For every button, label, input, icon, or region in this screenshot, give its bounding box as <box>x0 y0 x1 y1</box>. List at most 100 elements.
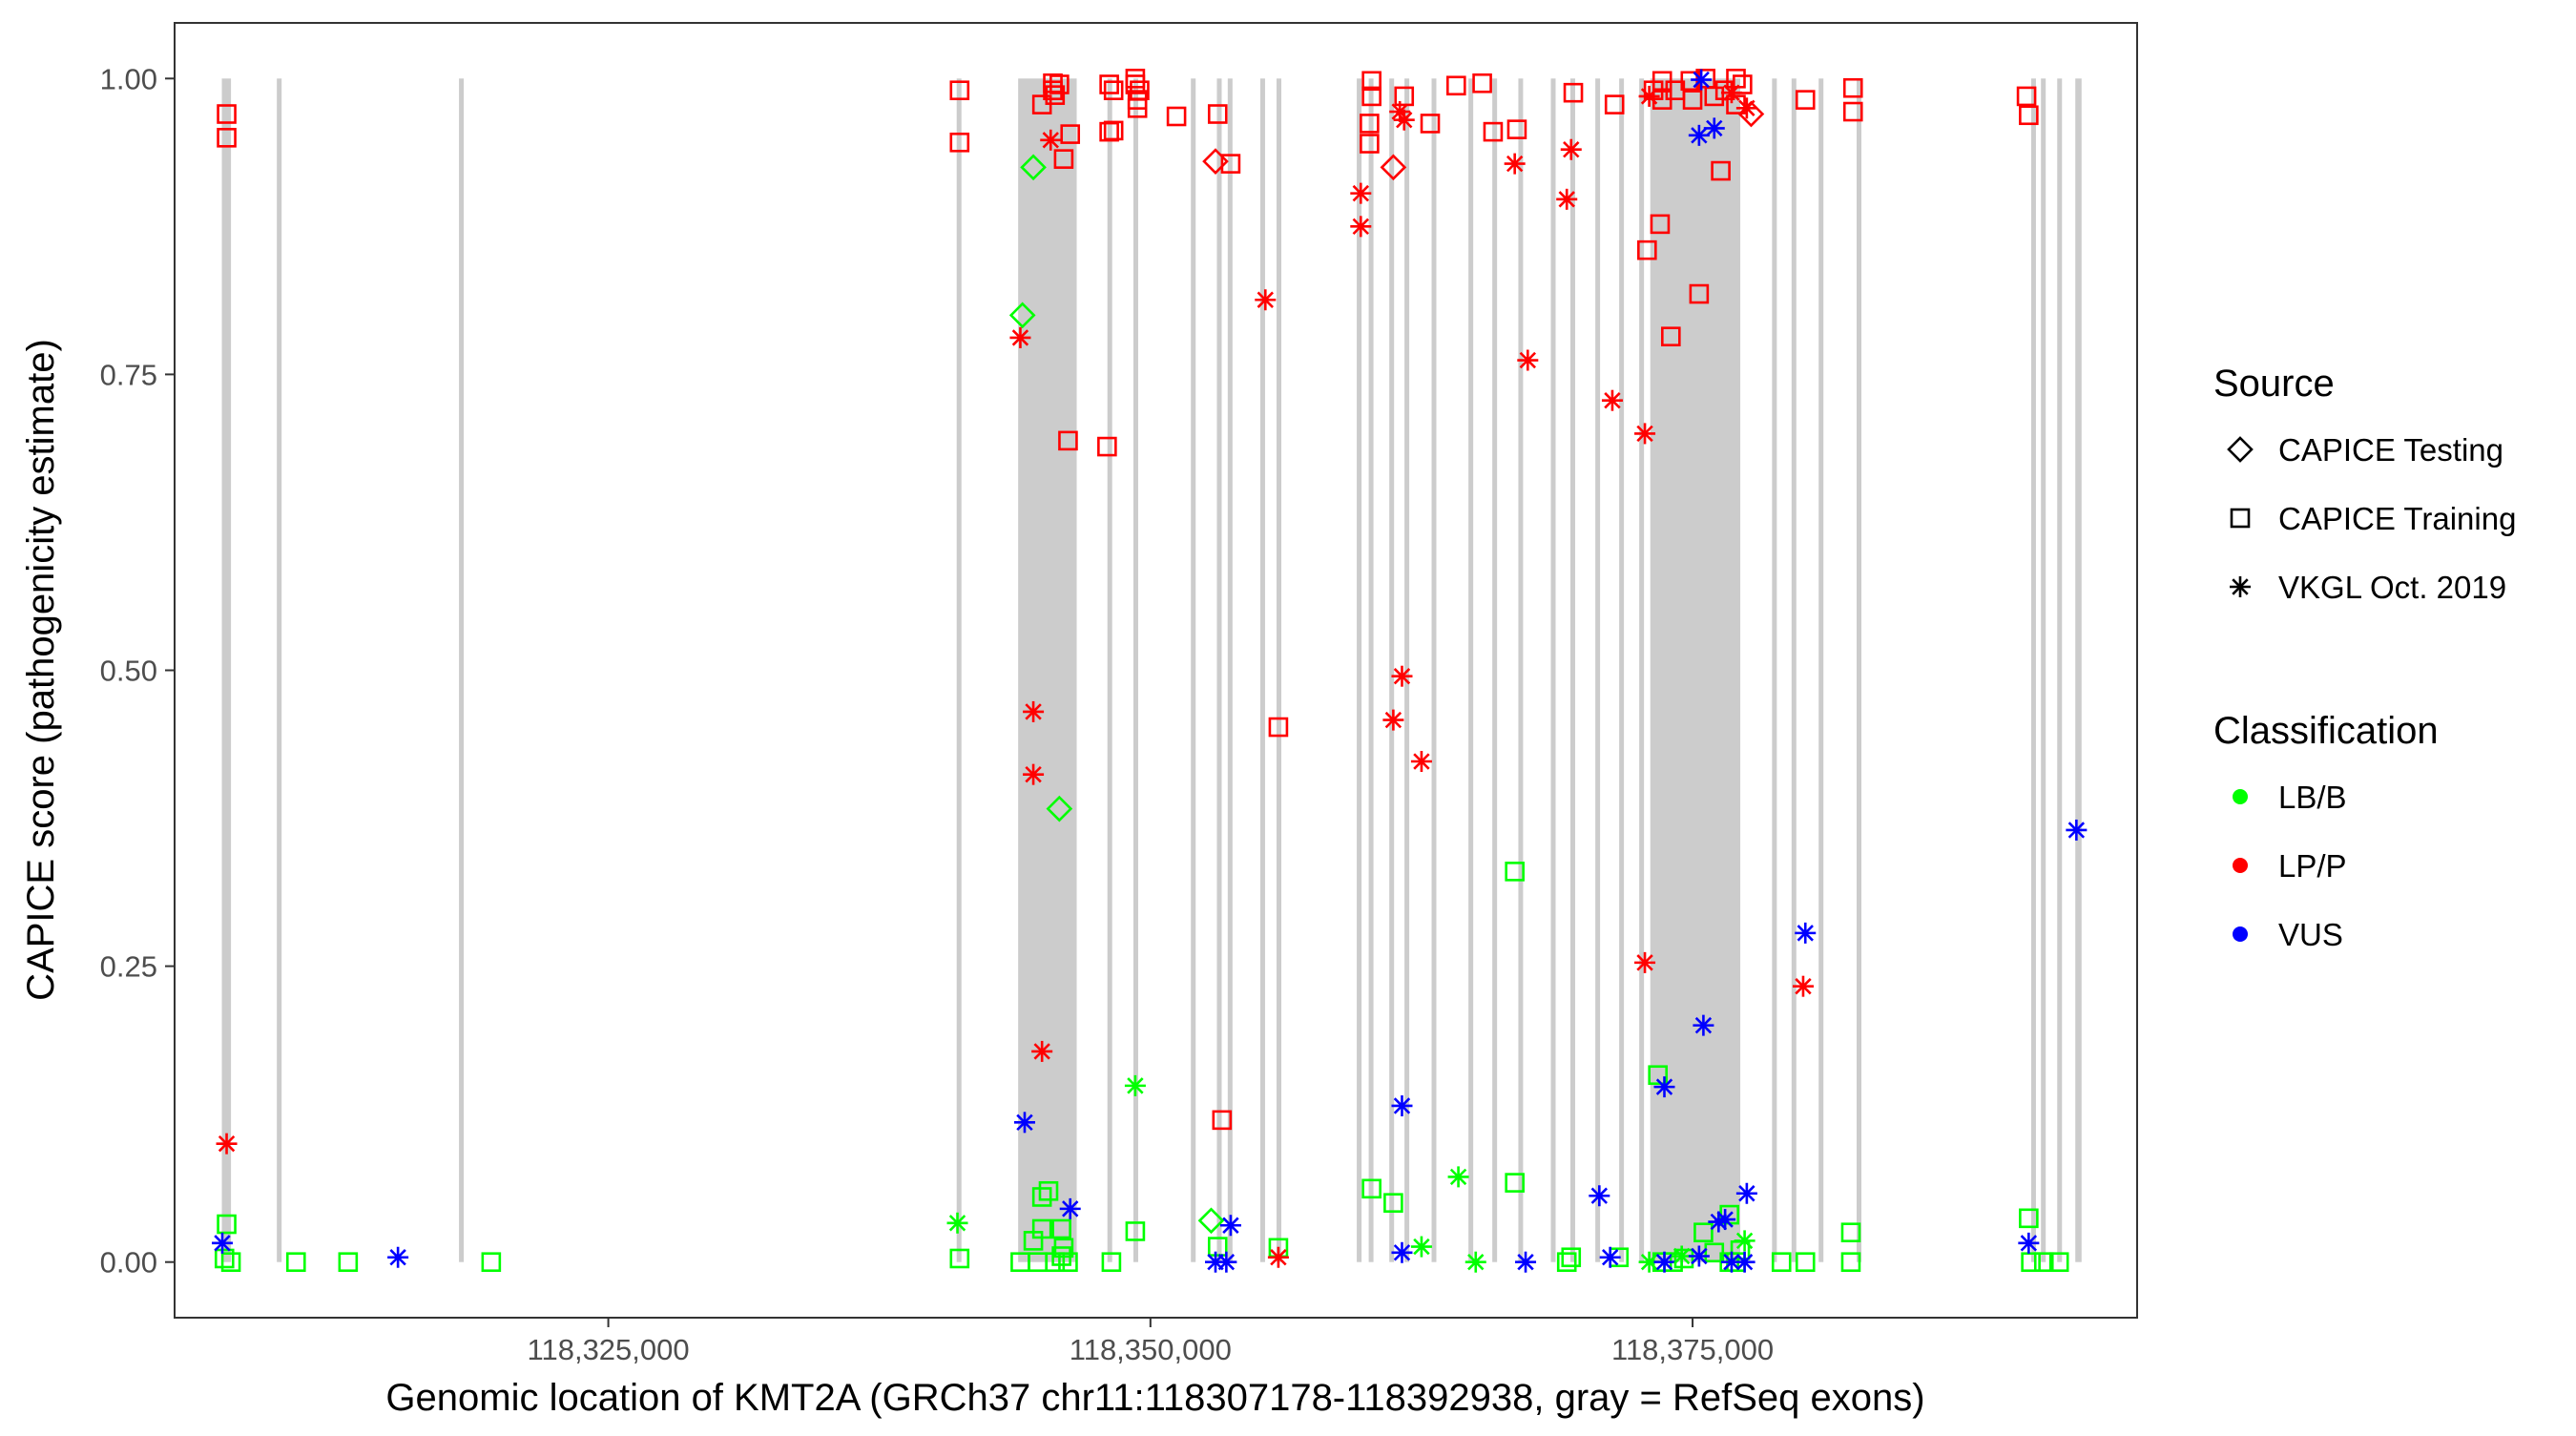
x-tick-label: 118,350,000 <box>1070 1333 1232 1366</box>
data-point-asterisk <box>1517 349 1539 371</box>
y-tick-label: 0.25 <box>100 950 157 984</box>
data-point-asterisk <box>1795 922 1817 944</box>
data-point-asterisk <box>1634 951 1656 973</box>
exon-band <box>1595 78 1601 1262</box>
data-point-square <box>1099 74 1119 94</box>
data-point-square <box>1840 1252 1861 1273</box>
data-point-square <box>1840 1222 1861 1242</box>
data-point-asterisk <box>1382 709 1404 731</box>
data-point-asterisk <box>1393 109 1415 131</box>
exon-band <box>2030 78 2036 1262</box>
data-point-square <box>1058 1252 1078 1273</box>
exon-band <box>459 78 465 1262</box>
data-point-square <box>2033 1252 2054 1273</box>
data-point-asterisk <box>1693 1014 1714 1036</box>
data-point-asterisk <box>1735 97 1757 119</box>
data-point-square <box>481 1252 502 1273</box>
data-point-diamond <box>1020 154 1047 181</box>
exon-band <box>1772 78 1777 1262</box>
data-point-square <box>1505 862 1525 882</box>
data-point-square <box>1220 154 1241 174</box>
exon-band <box>2075 78 2082 1262</box>
exon-band <box>1132 78 1138 1262</box>
data-point-square <box>1648 1065 1668 1086</box>
y-tick-label: 1.00 <box>100 62 157 95</box>
data-point-square <box>1045 85 1066 105</box>
legend: Source CAPICE Testing CAPICE Training VKGL … <box>2213 363 2516 952</box>
data-point-square <box>1360 114 1380 134</box>
legend-key-asterisk <box>2230 576 2251 597</box>
data-point-square <box>1711 160 1731 181</box>
data-point-asterisk <box>1219 1215 1241 1237</box>
exon-band <box>221 78 232 1262</box>
data-point-square <box>1561 1247 1582 1268</box>
data-point-square <box>1795 1252 1816 1273</box>
data-point-asterisk <box>1391 665 1413 687</box>
data-point-square <box>1446 75 1466 96</box>
exon-band <box>1259 78 1265 1262</box>
exon-band <box>1569 78 1575 1262</box>
data-point-asterisk <box>1515 1251 1537 1273</box>
data-point-square <box>1207 104 1228 124</box>
data-point-square <box>949 132 970 153</box>
data-point-asterisk <box>1031 1040 1053 1062</box>
data-point-asterisk <box>1267 1246 1289 1268</box>
data-point-asterisk <box>1215 1251 1237 1273</box>
data-point-asterisk <box>1410 751 1432 773</box>
data-point-asterisk <box>1714 1209 1736 1231</box>
exon-band <box>1107 78 1112 1262</box>
data-point-square <box>285 1252 306 1273</box>
data-point-square <box>1212 1110 1233 1131</box>
data-point-square <box>217 104 237 124</box>
exon-band <box>1276 78 1281 1262</box>
exon-band <box>1018 78 1077 1262</box>
data-point-square <box>1771 1252 1792 1273</box>
data-point-square <box>1506 119 1527 139</box>
data-point-square <box>1360 134 1380 154</box>
data-point-square <box>1383 1193 1403 1213</box>
exon-band <box>1216 78 1222 1262</box>
data-point-asterisk <box>1601 389 1623 411</box>
data-point-asterisk <box>216 1133 238 1155</box>
exon-band <box>1550 78 1556 1262</box>
data-point-asterisk <box>1124 1074 1146 1096</box>
data-point-square <box>2016 86 2037 107</box>
data-point-square <box>1563 82 1584 103</box>
y-tick-label: 0.50 <box>100 655 157 688</box>
data-point-square <box>1842 77 1863 98</box>
data-point-square <box>949 1248 970 1269</box>
data-point-square <box>1207 1237 1228 1257</box>
data-point-asterisk <box>1792 975 1814 997</box>
data-point-diamond <box>1197 1207 1225 1235</box>
data-point-square <box>1060 124 1081 144</box>
data-point-diamond <box>1046 795 1073 822</box>
exon-band <box>1856 78 1861 1262</box>
data-point-square <box>1103 80 1124 101</box>
legend-key-square <box>2230 508 2251 529</box>
data-point-square <box>1166 106 1187 127</box>
data-point-square <box>1361 1178 1381 1199</box>
data-point-diamond <box>1008 302 1036 329</box>
x-axis-title: Genomic location of KMT2A (GRCh37 chr11:… <box>385 1377 1924 1419</box>
data-point-square <box>1268 717 1289 738</box>
y-tick-label: 0.75 <box>100 358 157 391</box>
data-point-square <box>1733 74 1753 94</box>
legend-key-diamond <box>2227 436 2254 463</box>
data-point-square <box>1604 94 1625 114</box>
data-point-asterisk <box>1720 82 1742 104</box>
data-point-asterisk <box>1734 1230 1755 1252</box>
data-point-square <box>217 1214 237 1235</box>
data-point-square <box>1661 326 1681 347</box>
exon-band <box>1191 78 1196 1262</box>
data-point-asterisk <box>1691 69 1713 91</box>
data-point-square <box>1556 1252 1577 1273</box>
data-point-diamond <box>1380 154 1407 181</box>
legend-label: LB/B <box>2278 780 2347 815</box>
exon-band <box>1492 78 1498 1262</box>
data-point-square <box>2048 1252 2069 1273</box>
data-point-square <box>1637 239 1657 260</box>
data-point-asterisk <box>1653 1251 1675 1273</box>
data-point-square <box>1053 1238 1074 1259</box>
data-point-square <box>1103 120 1124 141</box>
